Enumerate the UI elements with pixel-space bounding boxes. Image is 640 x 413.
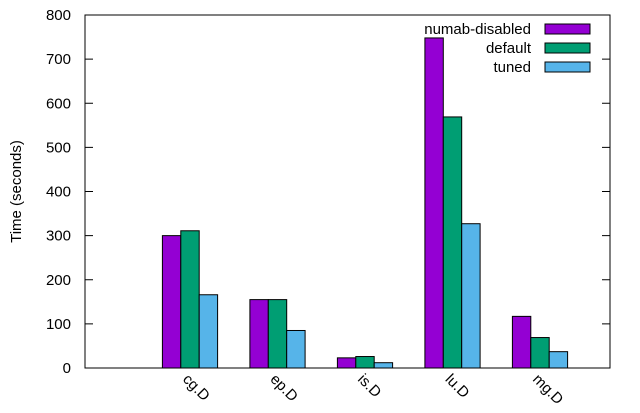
bar-default-cg.D — [180, 230, 200, 369]
y-tick-label: 700 — [46, 51, 71, 68]
legend-label: numab-disabled — [424, 21, 531, 38]
bar-numab-disabled-mg.D — [511, 315, 532, 369]
y-tick-label: 0 — [63, 360, 71, 377]
y-tick-labels: 0 100 200 300 400 500 600 700 800 — [46, 7, 71, 377]
bar-tuned-is.D — [373, 362, 394, 369]
bar-numab-disabled-ep.D — [249, 299, 269, 369]
bar-tuned-lu.D — [461, 223, 481, 369]
x-tick-label: lu.D — [442, 371, 473, 402]
legend-swatch — [544, 23, 591, 35]
legend-swatch — [544, 61, 591, 73]
bar-default-is.D — [355, 356, 375, 369]
legend-swatch — [544, 42, 591, 54]
y-tick-label: 300 — [46, 228, 71, 245]
bar-tuned-mg.D — [548, 351, 569, 369]
bars — [161, 37, 569, 369]
x-tick-label: ep.D — [267, 371, 302, 406]
bar-default-mg.D — [530, 337, 550, 369]
x-tick-label: is.D — [354, 371, 384, 401]
y-tick-label: 400 — [46, 184, 71, 201]
bar-tuned-cg.D — [198, 294, 219, 369]
y-axis-label: Time (seconds) — [8, 140, 25, 243]
bar-numab-disabled-is.D — [336, 357, 357, 369]
bar-numab-disabled-cg.D — [161, 235, 182, 369]
y-tick-label: 800 — [46, 7, 71, 24]
bar-tuned-ep.D — [286, 329, 306, 369]
x-tick-label: mg.D — [529, 371, 566, 408]
y-tick-label: 500 — [46, 139, 71, 156]
plot-frame — [84, 14, 611, 369]
bar-numab-disabled-lu.D — [424, 37, 444, 369]
y-tick-label: 200 — [46, 272, 71, 289]
y-tick-label: 100 — [46, 316, 71, 333]
x-tick-labels: cg.D ep.D is.D lu.D mg.D — [179, 371, 566, 408]
legend-label: default — [486, 40, 532, 57]
x-tick-label: cg.D — [179, 371, 213, 405]
legend: numab-disabled default tuned — [424, 21, 591, 76]
y-tick-label: 600 — [46, 95, 71, 112]
legend-label: tuned — [493, 59, 531, 76]
bar-default-lu.D — [442, 116, 463, 369]
bar-default-ep.D — [267, 299, 288, 369]
